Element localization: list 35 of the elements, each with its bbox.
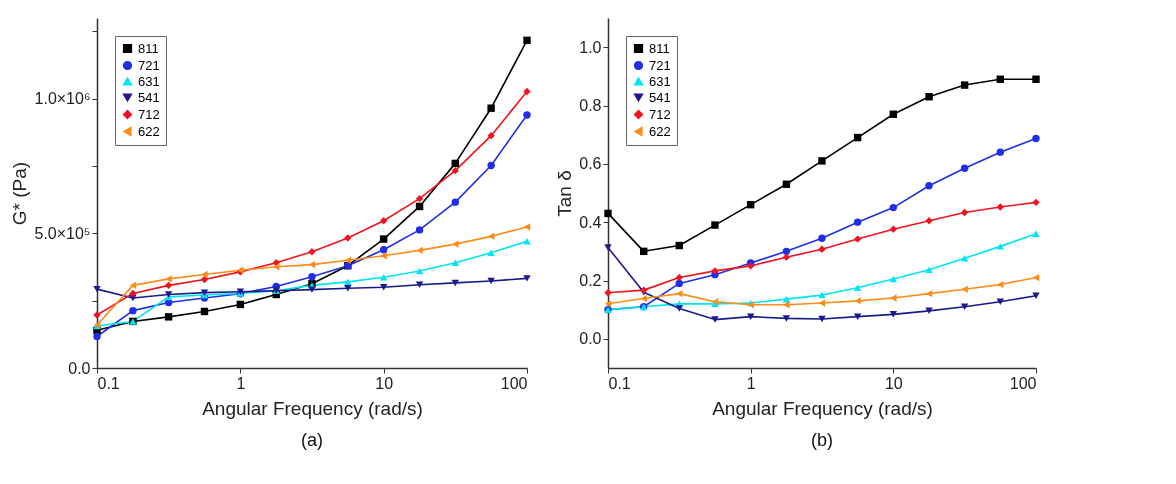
x-axis-title: Angular Frequency (rad/s)	[712, 397, 933, 419]
x-tick-label: 1	[236, 374, 246, 392]
y-tick-label: 0.2	[579, 272, 602, 289]
legend-label: 811	[138, 40, 159, 56]
y-tick-label: 5.0×10⁵	[34, 224, 91, 242]
text: (a)	[301, 430, 323, 450]
legend-label: 811	[649, 40, 670, 56]
x-tick-label: 10	[375, 374, 394, 392]
legend-label: 721	[649, 57, 671, 73]
legend-label: 622	[649, 123, 671, 139]
y-tick-label: 0.0	[579, 330, 602, 348]
y-axis-title: Tan δ	[554, 170, 576, 217]
x-tick-label: 100	[1009, 374, 1037, 392]
legend-label: 541	[138, 89, 160, 105]
y-tick-label: 0.6	[579, 155, 602, 173]
text: (b)	[811, 430, 833, 450]
legend-label: 622	[138, 123, 160, 139]
x-tick-label: 100	[500, 374, 528, 392]
x-axis-title: Angular Frequency (rad/s)	[202, 397, 423, 419]
legend-label: 721	[138, 57, 160, 73]
legend-label: 712	[138, 106, 160, 122]
y-tick-label: 0.0	[68, 359, 91, 377]
y-tick-label: 0.4	[579, 213, 602, 231]
legend-label: 631	[138, 73, 160, 89]
y-tick-label: 0.8	[579, 97, 602, 114]
x-tick-label: 0.1	[608, 374, 631, 392]
x-tick-label: 1	[746, 374, 756, 392]
y-tick-label: 1.0	[579, 38, 602, 56]
legend-label: 541	[649, 89, 671, 105]
y-tick-label: 1.0×10⁶	[34, 90, 91, 108]
x-tick-label: 0.1	[97, 374, 120, 392]
y-axis-title: G* (Pa)	[9, 161, 31, 226]
legend-label: 631	[649, 73, 671, 89]
x-tick-label: 10	[884, 374, 903, 392]
legend-label: 712	[649, 106, 671, 122]
